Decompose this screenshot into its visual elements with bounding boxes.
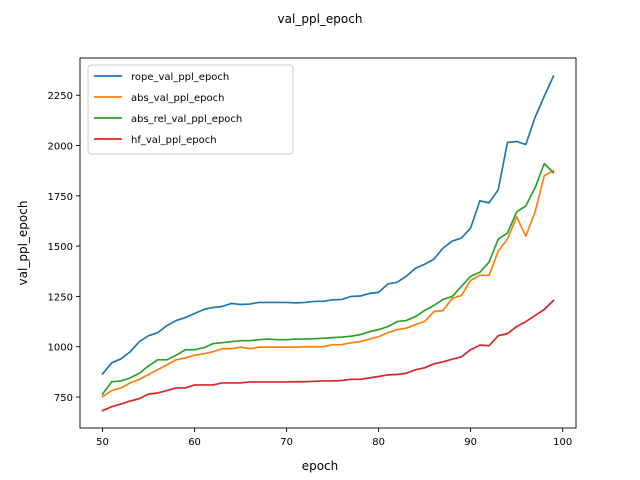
y-axis-title: val_ppl_epoch <box>16 201 30 286</box>
series-line-abs_val_ppl_epoch <box>101 169 555 398</box>
y-tick-label: 1250 <box>48 292 73 303</box>
legend-box <box>87 64 294 155</box>
y-tick-label: 1500 <box>48 242 73 253</box>
x-tick-label: 60 <box>188 437 201 448</box>
y-tick-label: 1750 <box>48 192 73 203</box>
y-tick-label: 1000 <box>48 343 73 354</box>
x-tick-label: 90 <box>464 437 477 448</box>
x-tick-label: 100 <box>553 437 572 448</box>
plot-frame <box>79 57 577 429</box>
legend: rope_val_ppl_epoch abs_val_ppl_epoch abs_r… <box>87 64 294 155</box>
y-axis: 750 1000 1250 1500 1750 2000 2250 <box>48 91 80 404</box>
x-axis-title: epoch <box>302 459 339 473</box>
legend-label-rope_val_ppl_epoch: rope_val_ppl_epoch <box>131 72 229 83</box>
y-tick-label: 2000 <box>48 142 73 153</box>
chart-title: val_ppl_epoch <box>278 12 363 26</box>
x-tick-label: 70 <box>280 437 293 448</box>
legend-label-hf_val_ppl_epoch: hf_val_ppl_epoch <box>131 135 217 146</box>
y-tick-label: 2250 <box>48 91 73 102</box>
series-line-abs_rel_val_ppl_epoch <box>101 162 555 396</box>
series-layer <box>101 74 555 412</box>
x-tick-label: 80 <box>372 437 385 448</box>
series-line-hf_val_ppl_epoch <box>101 299 555 412</box>
legend-label-abs_val_ppl_epoch: abs_val_ppl_epoch <box>131 93 224 104</box>
x-axis: 50 60 70 80 90 100 <box>96 428 572 448</box>
y-tick-label: 750 <box>54 393 73 404</box>
legend-label-abs_rel_val_ppl_epoch: abs_rel_val_ppl_epoch <box>131 114 242 125</box>
series-line-rope_val_ppl_epoch <box>101 74 555 376</box>
x-tick-label: 50 <box>96 437 109 448</box>
